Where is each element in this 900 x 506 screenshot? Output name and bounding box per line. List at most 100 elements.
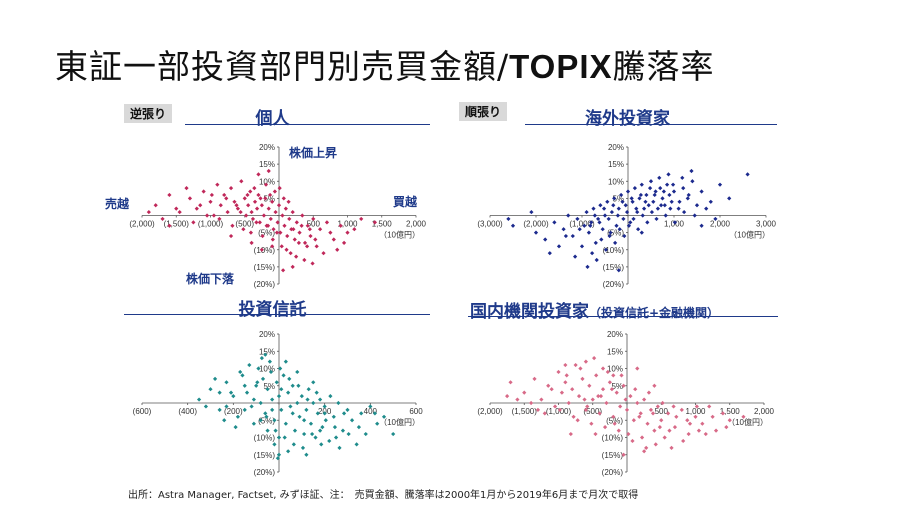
scatter-individual: 20% 15% 10% 5% (5%) (10%) (15%) (20%) (2,000) (1,… [129, 143, 426, 289]
data-point [717, 182, 723, 187]
data-point [288, 404, 293, 409]
data-point [582, 223, 587, 228]
data-point [208, 387, 213, 392]
title-end: 騰落率 [612, 47, 715, 86]
data-point [235, 414, 240, 419]
x-tick-label: (1,000) [198, 220, 224, 229]
data-point [341, 240, 347, 245]
data-point [345, 230, 350, 235]
data-point [251, 421, 256, 426]
data-point [579, 244, 585, 249]
data-point [648, 407, 654, 412]
y-tick-label: (5%) [258, 229, 275, 238]
data-point [290, 209, 295, 215]
data-point [238, 369, 243, 375]
data-point [146, 209, 151, 215]
data-point [302, 257, 307, 263]
underline-domestic [468, 316, 778, 317]
data-point [594, 373, 599, 378]
data-point [686, 192, 691, 198]
data-point [623, 203, 628, 208]
data-point [602, 213, 608, 218]
data-point [637, 196, 642, 201]
data-point [570, 387, 575, 392]
data-point [668, 206, 673, 211]
tag-momentum: 順張り [459, 102, 508, 121]
y-tick-label: (10%) [603, 246, 625, 255]
data-point [590, 251, 595, 256]
data-point [259, 356, 264, 361]
x-tick-label: 500 [655, 407, 669, 416]
data-point [224, 196, 229, 201]
data-point [685, 196, 690, 201]
data-point [699, 189, 704, 194]
data-point [222, 418, 227, 423]
data-point [332, 425, 338, 430]
data-point [290, 411, 295, 416]
data-point [592, 213, 597, 218]
data-point [622, 233, 627, 239]
data-point [297, 230, 302, 235]
data-point [674, 414, 679, 419]
data-point [328, 394, 333, 399]
data-point [659, 418, 664, 423]
data-point [619, 373, 624, 378]
data-point [631, 216, 636, 222]
data-point [639, 435, 645, 440]
data-point [306, 387, 311, 392]
label-net-sell: 売越 [105, 197, 130, 211]
data-point [354, 442, 359, 447]
data-point [602, 425, 608, 430]
data-point [598, 203, 603, 208]
data-point [506, 216, 511, 222]
data-point [626, 431, 631, 437]
data-point [699, 223, 704, 228]
data-point [727, 196, 732, 201]
data-point [529, 209, 534, 215]
data-point [556, 244, 562, 249]
data-point [287, 216, 292, 222]
data-point [583, 359, 588, 364]
data-point [286, 199, 291, 204]
data-point [654, 216, 659, 222]
data-point [209, 192, 214, 198]
data-point [228, 390, 234, 395]
data-point [241, 227, 246, 232]
data-point [580, 376, 585, 381]
data-point [510, 223, 516, 228]
data-point [667, 428, 672, 433]
data-point [251, 397, 256, 402]
data-point [665, 182, 670, 187]
data-point [308, 233, 313, 239]
unit-label: （10億円） [379, 230, 420, 240]
data-point [570, 233, 575, 239]
data-point [284, 247, 289, 252]
y-tick-label: 5% [263, 194, 275, 203]
data-point [296, 240, 301, 245]
footnote: 出所：Astra Manager, Factset, みずほ証、注： 売買金額、… [128, 490, 639, 501]
data-point [599, 237, 604, 242]
y-tick-label: 10% [259, 365, 275, 374]
data-point [629, 196, 634, 201]
data-point [635, 366, 640, 371]
data-point [268, 216, 273, 222]
data-point [547, 251, 552, 256]
data-point [585, 264, 590, 269]
y-tick-label: (15%) [603, 263, 625, 272]
x-tick-label: 1,000 [685, 407, 706, 416]
data-point [187, 196, 193, 201]
data-point [615, 213, 620, 218]
scatter-domestic-institutions: 20% 15% 10% 5% (5%) (10%) (15%) (20%) (2,000) (1,… [477, 330, 774, 477]
data-point [295, 400, 300, 406]
data-point [596, 394, 601, 399]
data-point [281, 373, 286, 378]
data-point [616, 428, 621, 433]
data-point [666, 172, 671, 177]
panel-title-domestic: 国内機関投資家（投資信託+金融機関） [470, 297, 719, 322]
data-point [270, 407, 275, 412]
data-point [609, 387, 615, 392]
data-point [263, 411, 268, 416]
data-point [324, 220, 330, 225]
data-point [676, 206, 681, 211]
data-point [568, 431, 573, 437]
